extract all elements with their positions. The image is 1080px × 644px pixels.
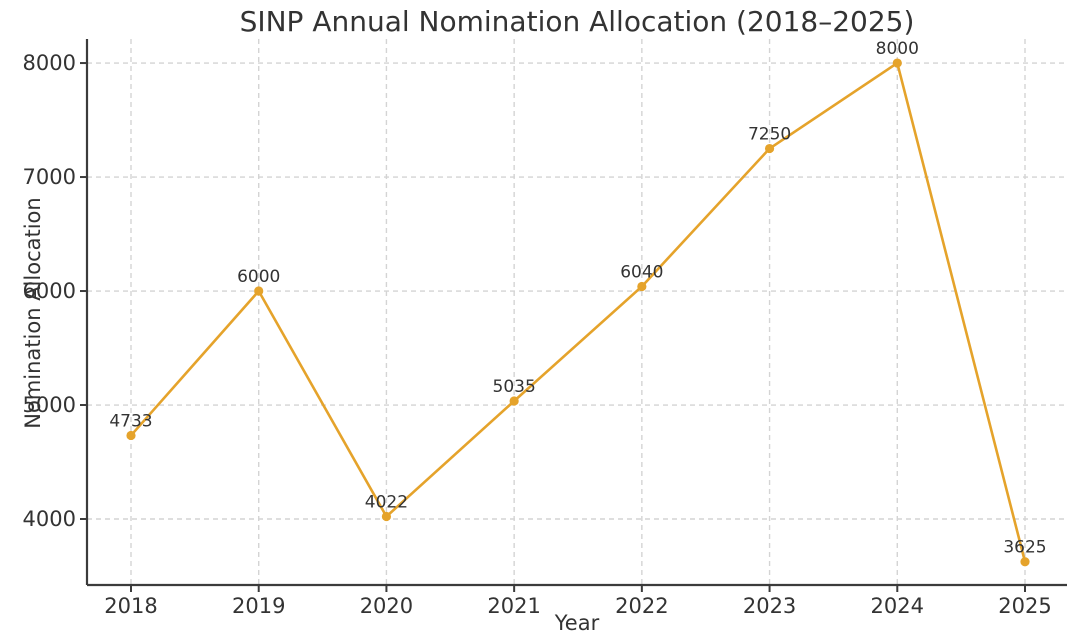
data-point (1020, 557, 1030, 567)
data-point-label: 4022 (365, 492, 408, 512)
x-tick-label: 2022 (615, 594, 668, 618)
x-tick-label: 2025 (998, 594, 1051, 618)
y-tick-label: 4000 (23, 507, 76, 531)
x-tick-label: 2021 (487, 594, 540, 618)
data-point-label: 6000 (237, 267, 280, 287)
y-tick-label: 7000 (23, 165, 76, 189)
y-tick-label: 8000 (23, 51, 76, 75)
chart-title: SINP Annual Nomination Allocation (2018–… (239, 5, 915, 38)
x-tick-label: 2023 (743, 594, 796, 618)
y-tick-label: 6000 (23, 279, 76, 303)
x-tick-label: 2020 (360, 594, 413, 618)
x-tick-label: 2019 (232, 594, 285, 618)
data-point-label: 3625 (1003, 538, 1046, 558)
data-point (892, 58, 902, 68)
data-point (764, 143, 775, 154)
data-point-label: 5035 (493, 377, 536, 397)
data-point (126, 430, 136, 441)
series-line (129, 61, 1027, 564)
data-point-label: 6040 (620, 262, 663, 282)
data-point-label: 7250 (748, 125, 791, 145)
data-point (381, 511, 392, 522)
x-tick-label: 2018 (104, 594, 157, 618)
data-point-label: 4733 (109, 411, 152, 431)
data-point (637, 281, 647, 292)
data-point (509, 396, 519, 406)
x-tick-label: 2024 (871, 594, 924, 618)
y-axis-label: Nomination Allocation (21, 197, 45, 429)
y-tick-label: 5000 (23, 393, 76, 417)
data-point (254, 286, 264, 296)
data-point-label: 8000 (876, 39, 919, 59)
x-axis-label: Year (554, 611, 600, 635)
